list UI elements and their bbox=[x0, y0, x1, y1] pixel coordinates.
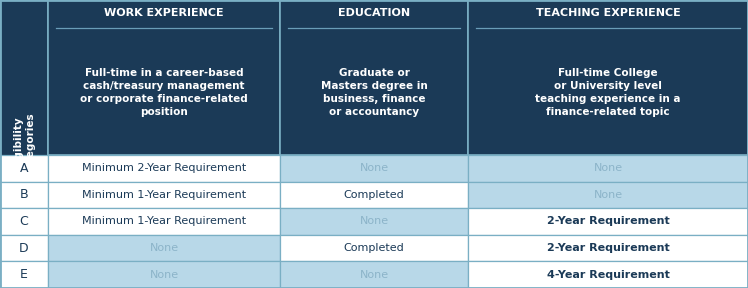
Text: None: None bbox=[150, 270, 179, 280]
Bar bbox=[468, 182, 748, 208]
Bar bbox=[280, 208, 468, 235]
Bar bbox=[468, 235, 748, 262]
Bar bbox=[0, 182, 48, 208]
Bar bbox=[468, 0, 748, 155]
Bar bbox=[48, 208, 280, 235]
Bar bbox=[48, 155, 280, 182]
Bar bbox=[0, 155, 48, 182]
Text: None: None bbox=[360, 270, 388, 280]
Bar bbox=[468, 155, 748, 182]
Text: EDUCATION: EDUCATION bbox=[338, 8, 410, 18]
Bar bbox=[280, 235, 468, 262]
Bar bbox=[0, 262, 48, 288]
Bar bbox=[48, 235, 280, 262]
Bar bbox=[0, 208, 48, 235]
Bar bbox=[280, 0, 468, 155]
Text: Graduate or
Masters degree in
business, finance
or accountancy: Graduate or Masters degree in business, … bbox=[321, 68, 427, 117]
Bar bbox=[48, 182, 280, 208]
Text: B: B bbox=[19, 188, 28, 201]
Bar bbox=[280, 155, 468, 182]
Text: Minimum 2-Year Requirement: Minimum 2-Year Requirement bbox=[82, 163, 246, 173]
Text: D: D bbox=[19, 242, 29, 255]
Text: None: None bbox=[593, 190, 622, 200]
Text: WORK EXPERIENCE: WORK EXPERIENCE bbox=[104, 8, 224, 18]
Bar bbox=[280, 182, 468, 208]
Text: Minimum 1-Year Requirement: Minimum 1-Year Requirement bbox=[82, 217, 246, 226]
Text: 4-Year Requirement: 4-Year Requirement bbox=[547, 270, 669, 280]
Bar bbox=[0, 235, 48, 262]
Text: 2-Year Requirement: 2-Year Requirement bbox=[547, 243, 669, 253]
Bar bbox=[48, 0, 280, 155]
Text: Full-time in a career-based
cash/treasury management
or corporate finance-relate: Full-time in a career-based cash/treasur… bbox=[80, 68, 248, 117]
Text: 2-Year Requirement: 2-Year Requirement bbox=[547, 217, 669, 226]
Bar bbox=[468, 208, 748, 235]
Text: E: E bbox=[20, 268, 28, 281]
Text: None: None bbox=[593, 163, 622, 173]
Text: C: C bbox=[19, 215, 28, 228]
Text: None: None bbox=[360, 217, 388, 226]
Bar bbox=[468, 262, 748, 288]
Text: None: None bbox=[150, 243, 179, 253]
Text: Completed: Completed bbox=[343, 190, 405, 200]
Text: A: A bbox=[19, 162, 28, 175]
Bar bbox=[0, 0, 48, 288]
Bar bbox=[280, 262, 468, 288]
Text: None: None bbox=[360, 163, 388, 173]
Text: Full-time College
or University level
teaching experience in a
finance-related t: Full-time College or University level te… bbox=[536, 68, 681, 117]
Text: TEACHING EXPERIENCE: TEACHING EXPERIENCE bbox=[536, 8, 681, 18]
Text: Minimum 1-Year Requirement: Minimum 1-Year Requirement bbox=[82, 190, 246, 200]
Bar bbox=[48, 262, 280, 288]
Text: Completed: Completed bbox=[343, 243, 405, 253]
Text: Eligibility
Categories: Eligibility Categories bbox=[13, 112, 35, 176]
